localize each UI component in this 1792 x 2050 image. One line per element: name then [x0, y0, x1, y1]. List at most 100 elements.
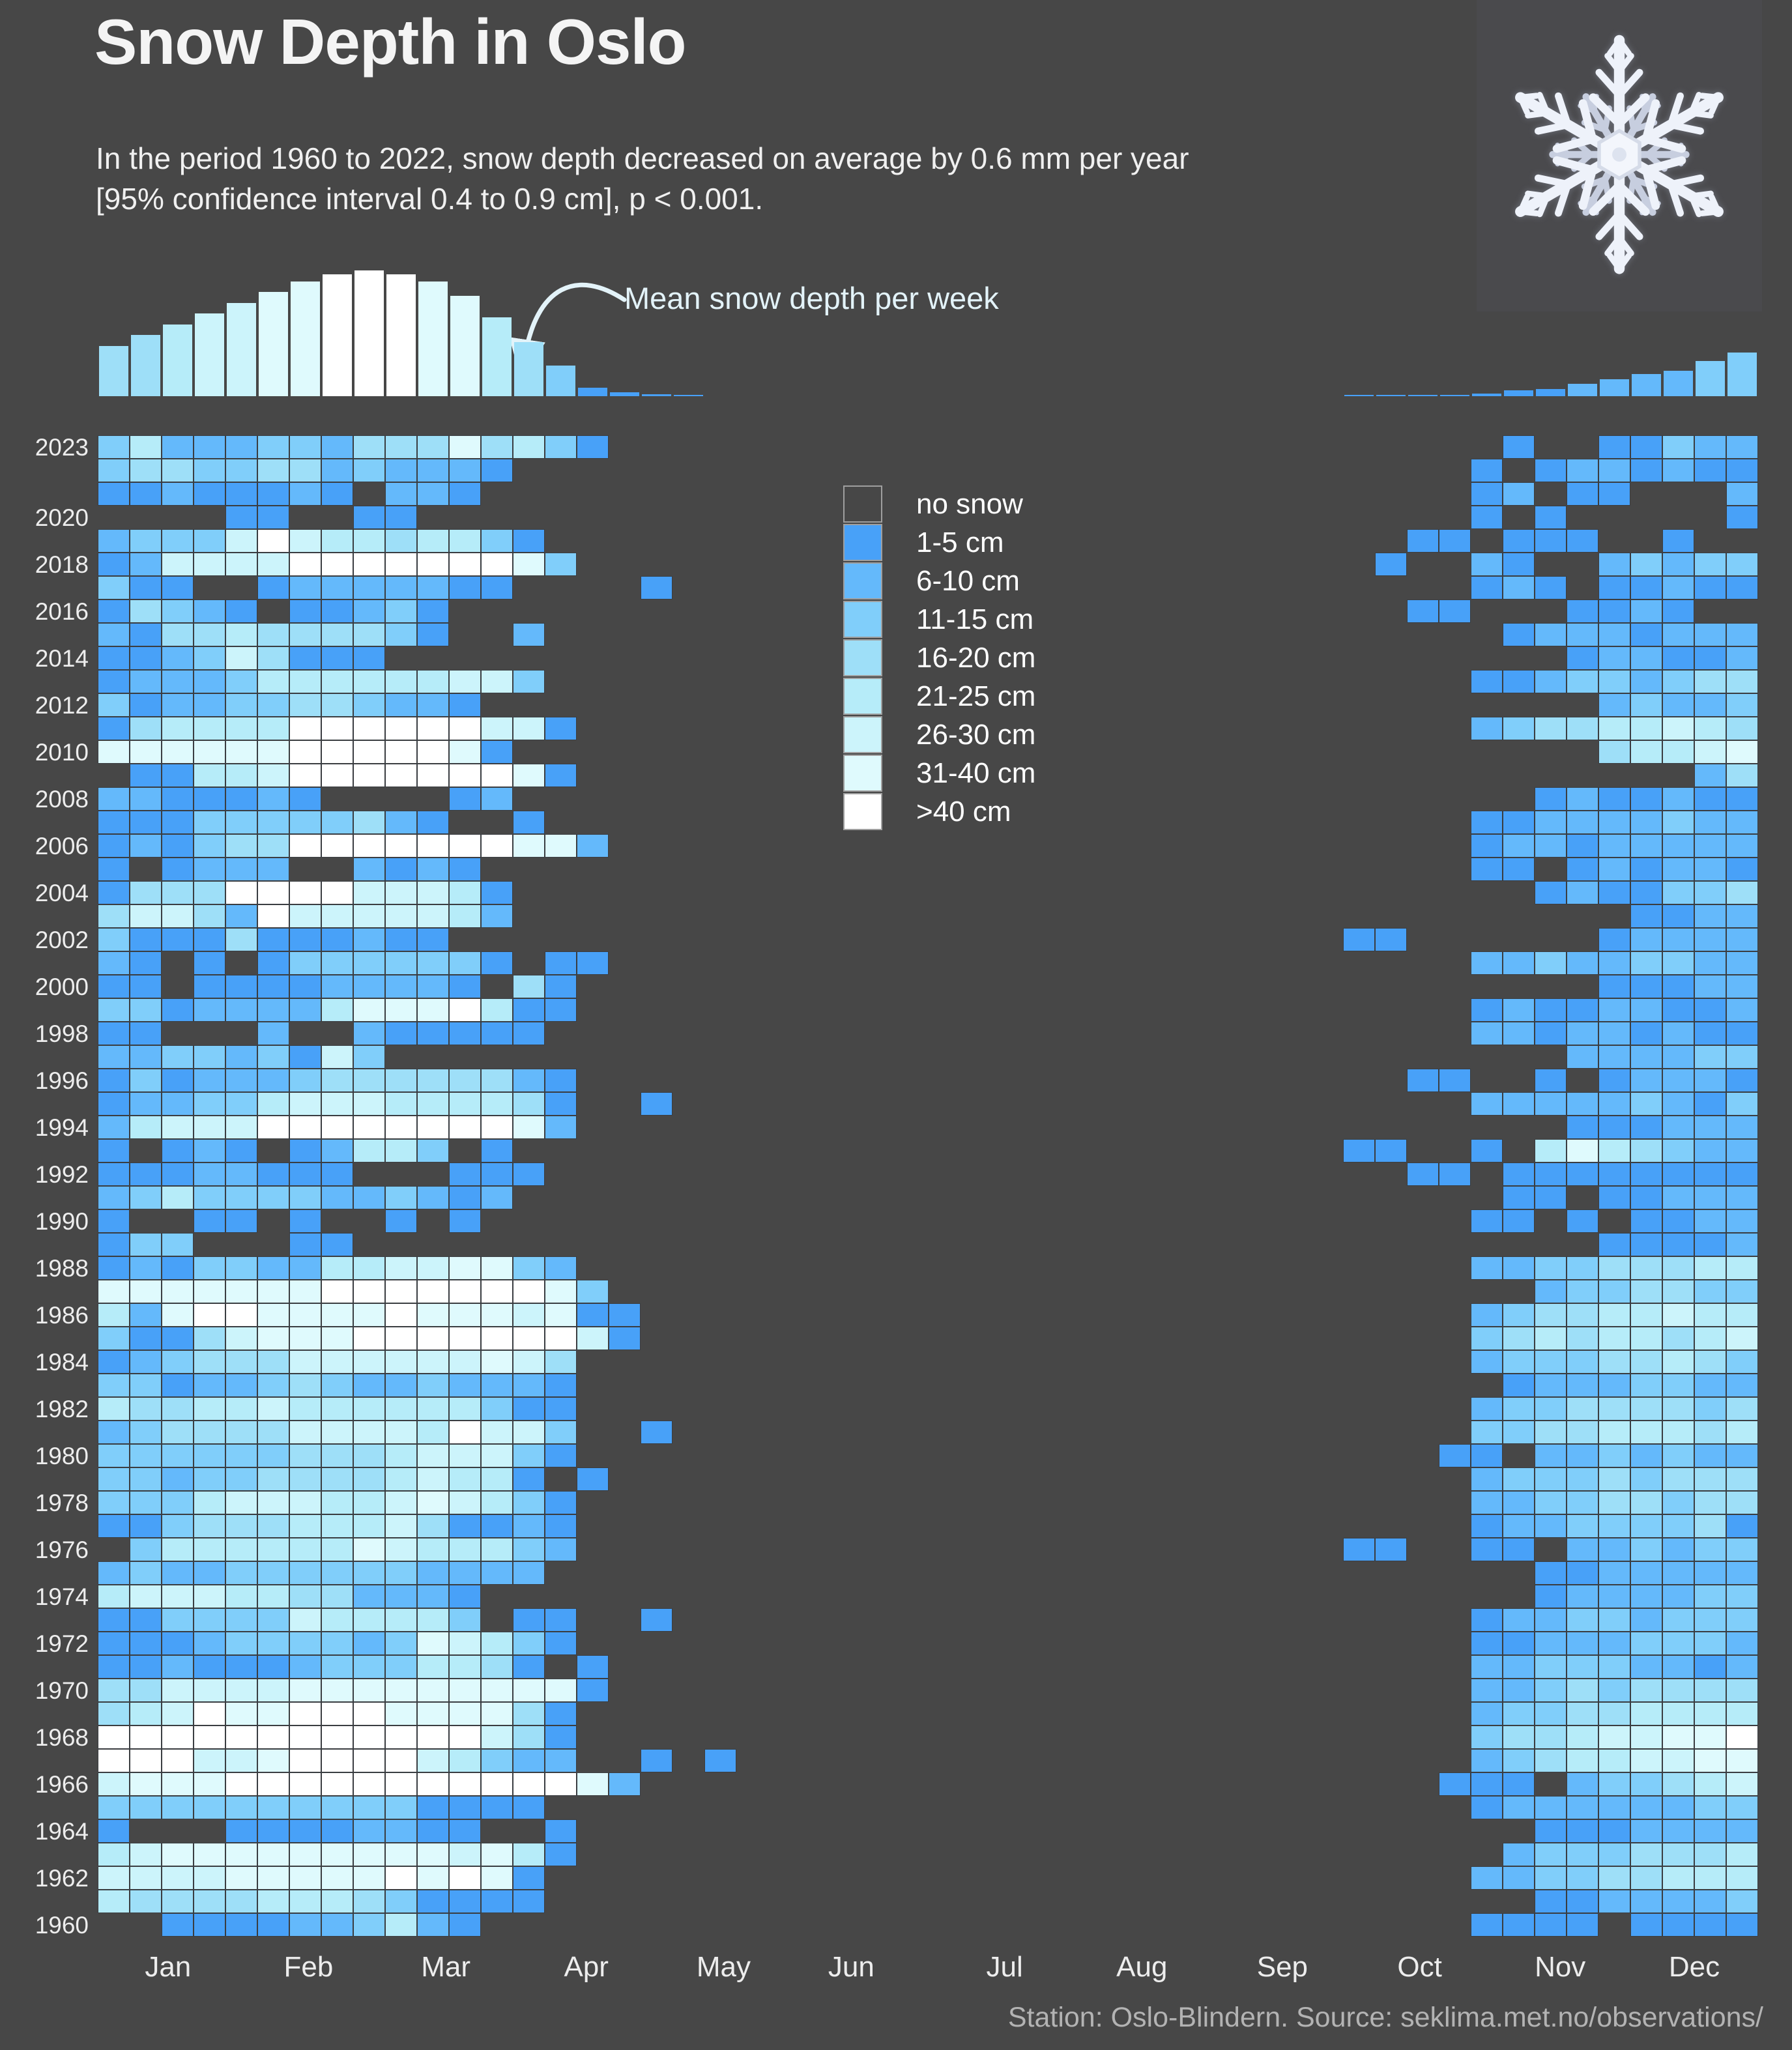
- heatmap-cell: [1630, 811, 1662, 834]
- heatmap-cell: [162, 1585, 194, 1608]
- heatmap-cell: [449, 1608, 481, 1632]
- heatmap-cell: [1662, 529, 1694, 553]
- heatmap-cell: [1726, 834, 1758, 858]
- heatmap-cell: [1567, 787, 1598, 811]
- heatmap-cell: [194, 1796, 225, 1819]
- heatmap-cell: [98, 1069, 130, 1092]
- heatmap-cell: [513, 1421, 545, 1444]
- heatmap-cell: [481, 1890, 513, 1913]
- heatmap-cell: [545, 1280, 577, 1303]
- heatmap-cell: [1535, 1749, 1567, 1772]
- heatmap-cell: [321, 459, 353, 482]
- histogram-bar: [291, 282, 320, 396]
- heatmap-cell: [417, 1467, 449, 1491]
- heatmap-cell: [162, 881, 194, 904]
- heatmap-cell: [257, 553, 289, 576]
- heatmap-cell: [130, 1561, 162, 1585]
- heatmap-cell: [545, 1327, 577, 1350]
- heatmap-cell: [545, 717, 577, 740]
- heatmap-cell: [353, 1444, 385, 1467]
- heatmap-cell: [1535, 1162, 1567, 1186]
- heatmap-cell: [194, 787, 225, 811]
- heatmap-cell: [385, 1913, 417, 1937]
- heatmap-cell: [1535, 1303, 1567, 1327]
- heatmap-cell: [1630, 693, 1662, 717]
- heatmap-cell: [513, 1866, 545, 1890]
- heatmap-cell: [130, 1702, 162, 1725]
- heatmap-cell: [481, 764, 513, 787]
- heatmap-cell: [417, 881, 449, 904]
- histogram-bar: [99, 346, 128, 396]
- heatmap-cell: [353, 740, 385, 764]
- heatmap-cell: [1598, 435, 1630, 459]
- heatmap-cell: [353, 1796, 385, 1819]
- heatmap-cell: [1535, 787, 1567, 811]
- heatmap-cell: [130, 1585, 162, 1608]
- heatmap-cell: [1630, 1655, 1662, 1679]
- heatmap-cell: [1726, 787, 1758, 811]
- heatmap-cell: [194, 834, 225, 858]
- heatmap-cell: [449, 1397, 481, 1421]
- heatmap-cell: [513, 1491, 545, 1514]
- heatmap-cell: [1630, 1092, 1662, 1116]
- heatmap-cell: [481, 1397, 513, 1421]
- heatmap-cell: [1694, 623, 1726, 646]
- heatmap-cell: [1598, 998, 1630, 1022]
- heatmap-cell: [1598, 482, 1630, 506]
- heatmap-cell: [353, 1116, 385, 1139]
- heatmap-cell: [162, 1139, 194, 1162]
- heatmap-cell: [1630, 1585, 1662, 1608]
- heatmap-cell: [1567, 881, 1598, 904]
- heatmap-cell: [130, 1092, 162, 1116]
- year-axis-label: 2004: [35, 880, 89, 906]
- histogram-bar: [1600, 379, 1629, 396]
- heatmap-cell: [1535, 1280, 1567, 1303]
- heatmap-cell: [1662, 1632, 1694, 1655]
- heatmap-cell: [417, 459, 449, 482]
- heatmap-cell: [321, 1256, 353, 1280]
- heatmap-cell: [1471, 998, 1503, 1022]
- heatmap-cell: [481, 670, 513, 693]
- heatmap-cell: [1343, 928, 1375, 951]
- legend-swatch-icon: [843, 793, 882, 830]
- heatmap-cell: [194, 435, 225, 459]
- heatmap-cell: [609, 1772, 641, 1796]
- heatmap-cell: [98, 1467, 130, 1491]
- heatmap-cell: [577, 951, 609, 975]
- heatmap-cell: [1630, 787, 1662, 811]
- legend-label: 26-30 cm: [916, 718, 1036, 751]
- heatmap-cell: [385, 1186, 417, 1209]
- legend-item: >40 cm: [843, 792, 1035, 831]
- heatmap-cell: [545, 1256, 577, 1280]
- heatmap-cell: [481, 576, 513, 599]
- heatmap-cell: [289, 1467, 321, 1491]
- heatmap-cell: [225, 1702, 257, 1725]
- heatmap-cell: [1726, 1186, 1758, 1209]
- heatmap-cell: [1567, 1772, 1598, 1796]
- heatmap-cell: [1598, 975, 1630, 998]
- heatmap-cell: [449, 1561, 481, 1585]
- heatmap-cell: [1535, 811, 1567, 834]
- heatmap-cell: [225, 1209, 257, 1233]
- heatmap-cell: [1471, 482, 1503, 506]
- heatmap-cell: [289, 435, 321, 459]
- heatmap-cell: [1694, 1256, 1726, 1280]
- heatmap-cell: [98, 459, 130, 482]
- heatmap-cell: [1535, 623, 1567, 646]
- heatmap-cell: [449, 576, 481, 599]
- heatmap-cell: [225, 1327, 257, 1350]
- heatmap-cell: [130, 1866, 162, 1890]
- heatmap-cell: [194, 1444, 225, 1467]
- heatmap-cell: [321, 1327, 353, 1350]
- heatmap-cell: [1535, 717, 1567, 740]
- heatmap-cell: [321, 1303, 353, 1327]
- month-axis-label: Jul: [986, 1951, 1023, 1983]
- legend-label: 1-5 cm: [916, 526, 1004, 558]
- heatmap-cell: [257, 459, 289, 482]
- heatmap-cell: [194, 881, 225, 904]
- heatmap-cell: [417, 1538, 449, 1561]
- heatmap-cell: [98, 1890, 130, 1913]
- heatmap-cell: [1503, 1022, 1535, 1045]
- heatmap-cell: [417, 599, 449, 623]
- heatmap-cell: [321, 1655, 353, 1679]
